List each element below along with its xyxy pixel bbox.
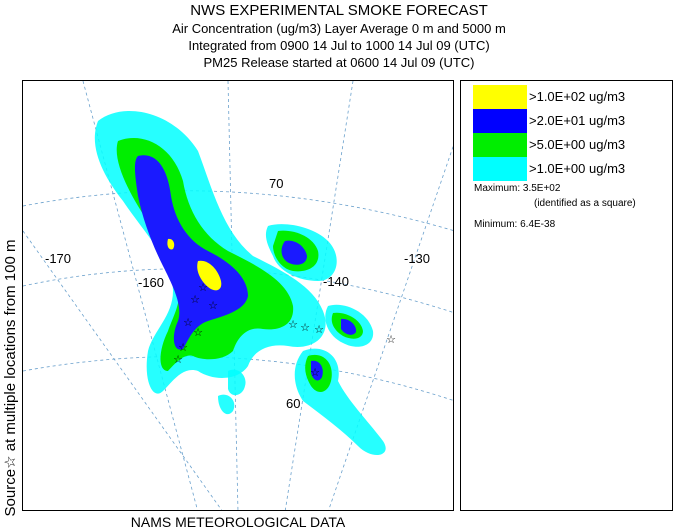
maximum-value: Maximum: 3.5E+02 [474, 183, 561, 194]
subtitle-line-3: PM25 Release started at 0600 14 Jul 09 (… [203, 55, 475, 70]
meridian-minus-140 [284, 81, 354, 510]
smoke-level-2 [134, 155, 357, 381]
source-star-9: ☆ [300, 321, 310, 334]
source-star-11: ☆ [386, 333, 396, 346]
source-star-10: ☆ [314, 323, 324, 336]
maximum-note: (identified as a square) [534, 198, 636, 209]
lon-label-minus-170: -170 [45, 251, 71, 266]
smoke-level-1 [167, 238, 222, 291]
legend-swatch-green [473, 133, 527, 157]
source-star-8: ☆ [288, 318, 298, 331]
data-source-footer: NAMS METEOROLOGICAL DATA [130, 514, 346, 530]
subtitle-line-1: Air Concentration (ug/m3) Layer Average … [172, 21, 506, 36]
source-star-3: ☆ [208, 299, 218, 312]
alaska-smoke-map: ☆ ☆ ☆ ☆ ☆ ☆ ☆ ☆ ☆ ☆ ☆ ☆ 70 60 -170 -160 … [23, 81, 453, 510]
legend-label: >2.0E+01 ug/m3 [529, 113, 626, 128]
lon-label-minus-140: -140 [323, 274, 349, 289]
source-label: Source☆ at multiple locations from 100 m [2, 239, 19, 517]
legend-panel: >1.0E+02 ug/m3 >2.0E+01 ug/m3 >5.0E+00 u… [460, 80, 673, 511]
source-star-2: ☆ [190, 293, 200, 306]
source-star-4: ☆ [183, 316, 193, 329]
map-frame: ☆ ☆ ☆ ☆ ☆ ☆ ☆ ☆ ☆ ☆ ☆ ☆ 70 60 -170 -160 … [22, 80, 454, 511]
source-star-5: ☆ [193, 326, 203, 339]
subtitle-line-2: Integrated from 0900 14 Jul to 1000 14 J… [188, 38, 490, 53]
source-markers: ☆ ☆ ☆ ☆ ☆ ☆ ☆ ☆ ☆ ☆ ☆ ☆ [173, 281, 396, 379]
source-star-1: ☆ [198, 281, 208, 294]
side-label-container: Source☆ at multiple locations from 100 m [0, 80, 20, 517]
legend-swatch-yellow [473, 85, 527, 109]
lon-label-minus-160: -160 [138, 275, 164, 290]
legend-label: >1.0E+02 ug/m3 [529, 89, 626, 104]
legend-label: >5.0E+00 ug/m3 [529, 137, 626, 152]
map-title: NWS EXPERIMENTAL SMOKE FORECAST [190, 2, 488, 19]
source-star-7: ☆ [173, 353, 183, 366]
source-star-6: ☆ [178, 341, 188, 354]
legend-swatch-blue [473, 109, 527, 133]
lat-label-70: 70 [269, 176, 283, 191]
minimum-value: Minimum: 6.4E-38 [474, 219, 556, 230]
legend-label: >1.0E+00 ug/m3 [529, 161, 626, 176]
lat-label-60: 60 [286, 396, 300, 411]
source-star-12: ☆ [310, 366, 320, 379]
legend-swatch-cyan [473, 157, 527, 181]
lon-label-minus-130: -130 [404, 251, 430, 266]
meridian-minus-130 [328, 145, 453, 510]
latitude-line-70 [23, 190, 453, 231]
